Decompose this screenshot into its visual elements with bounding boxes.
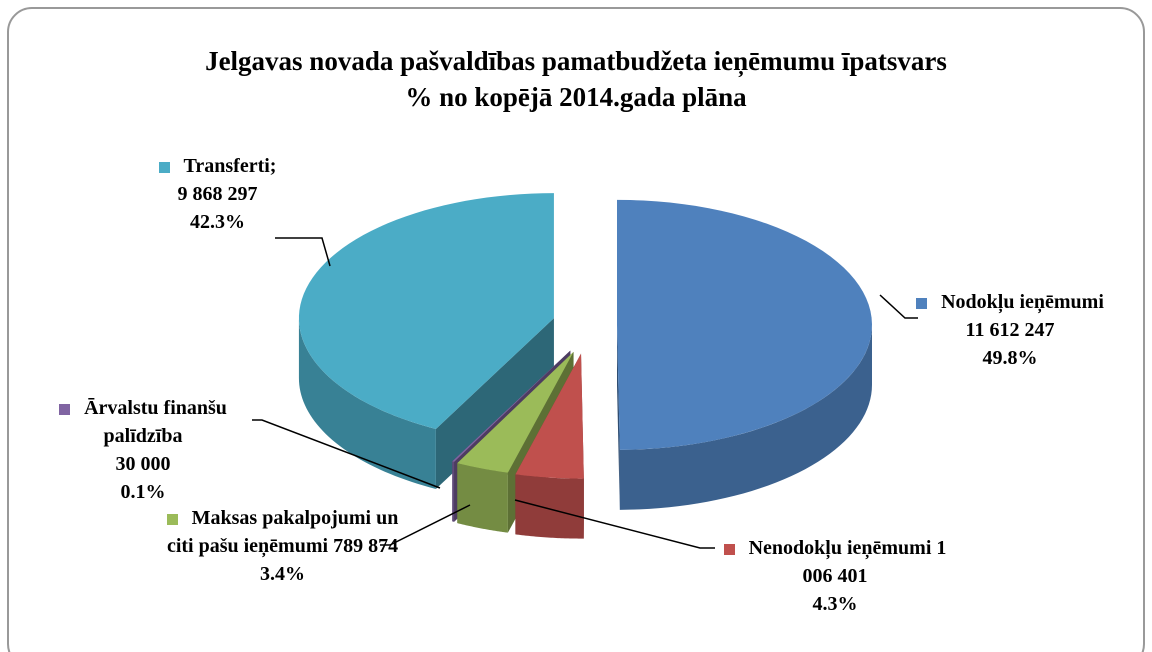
chart-subtitle: % no kopējā 2014.gada plāna: [405, 82, 747, 112]
data-label: Transferti; 9 868 297 42.3%: [130, 152, 305, 236]
leader-lines: [252, 237, 918, 549]
slice: [515, 353, 584, 539]
percent-label: 42.3%: [190, 211, 245, 233]
data-label: Maksas pakalpojumi un citi pašu ieņēmumi…: [160, 504, 405, 588]
leader-line: [380, 504, 471, 546]
slice-side: [616, 324, 620, 510]
leader-line: [252, 419, 441, 489]
legend-key: [59, 403, 71, 415]
leader-line: [879, 294, 918, 319]
legend-key: [916, 297, 928, 309]
percent-label: 4.3%: [812, 593, 858, 615]
slice-wall: [457, 463, 508, 533]
percent-label: 0.1%: [120, 481, 166, 503]
data-label: Nenodokļu ieņēmumi 1 006 401 4.3%: [715, 534, 955, 618]
data-label: Nodokļu ieņēmumi 11 612 247 49.8%: [915, 288, 1105, 372]
slice: [616, 199, 872, 510]
value-label: 9 868 297: [177, 183, 258, 205]
slice-top: [298, 193, 554, 429]
category-label: Nodokļu ieņēmumi: [941, 291, 1104, 313]
category-label: Ārvalstu finanšu palīdzība: [84, 397, 227, 447]
slice-wall: [452, 461, 455, 522]
pie: [298, 193, 872, 539]
slice-wall: [515, 474, 584, 539]
data-label: Ārvalstu finanšu palīdzība 30 000 0.1%: [18, 394, 268, 506]
leader-line: [275, 237, 331, 267]
category-label: Transferti;: [183, 155, 277, 177]
slice-top: [515, 353, 584, 479]
slice-wall: [619, 324, 872, 510]
legend-key: [166, 513, 178, 525]
slice-top: [616, 199, 872, 450]
chart-title: Jelgavas novada pašvaldības pamatbudžeta…: [205, 46, 947, 76]
slice-top: [457, 351, 574, 473]
slice-side: [435, 318, 554, 489]
category-label: Maksas pakalpojumi un citi pašu ieņēmumi: [166, 507, 399, 557]
slice-top: [452, 350, 571, 462]
percent-label: 3.4%: [260, 563, 305, 585]
leader-line: [514, 499, 715, 549]
percent-label: 49.8%: [982, 347, 1038, 369]
legend-key: [723, 543, 735, 555]
value-label: 30 000: [115, 453, 171, 475]
legend-key: [158, 161, 170, 173]
slice: [298, 193, 554, 489]
chart-frame: [7, 7, 1145, 652]
category-label: Nenodokļu ieņēmumi: [748, 537, 932, 559]
value-label: 789 874: [333, 535, 399, 557]
value-label: 1 006 401: [802, 537, 947, 587]
value-label: 11 612 247: [965, 319, 1055, 341]
slice-wall: [298, 318, 436, 489]
